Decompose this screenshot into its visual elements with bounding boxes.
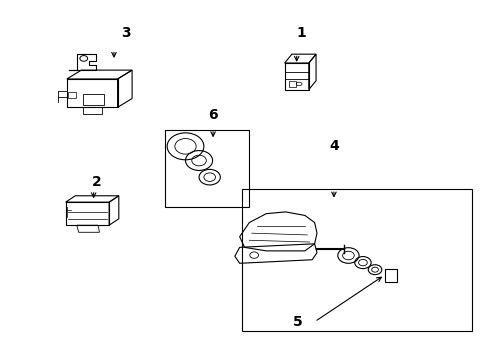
Bar xyxy=(242,189,471,330)
Bar xyxy=(164,130,249,207)
Text: 1: 1 xyxy=(296,26,306,40)
Bar xyxy=(82,94,104,104)
Bar xyxy=(82,107,102,114)
Text: 4: 4 xyxy=(328,139,338,153)
Text: 2: 2 xyxy=(92,175,102,189)
Bar xyxy=(68,92,75,99)
Text: 5: 5 xyxy=(292,315,302,329)
Text: 3: 3 xyxy=(121,26,131,40)
Text: 6: 6 xyxy=(208,108,218,122)
Bar xyxy=(384,269,396,282)
Bar xyxy=(288,81,295,87)
